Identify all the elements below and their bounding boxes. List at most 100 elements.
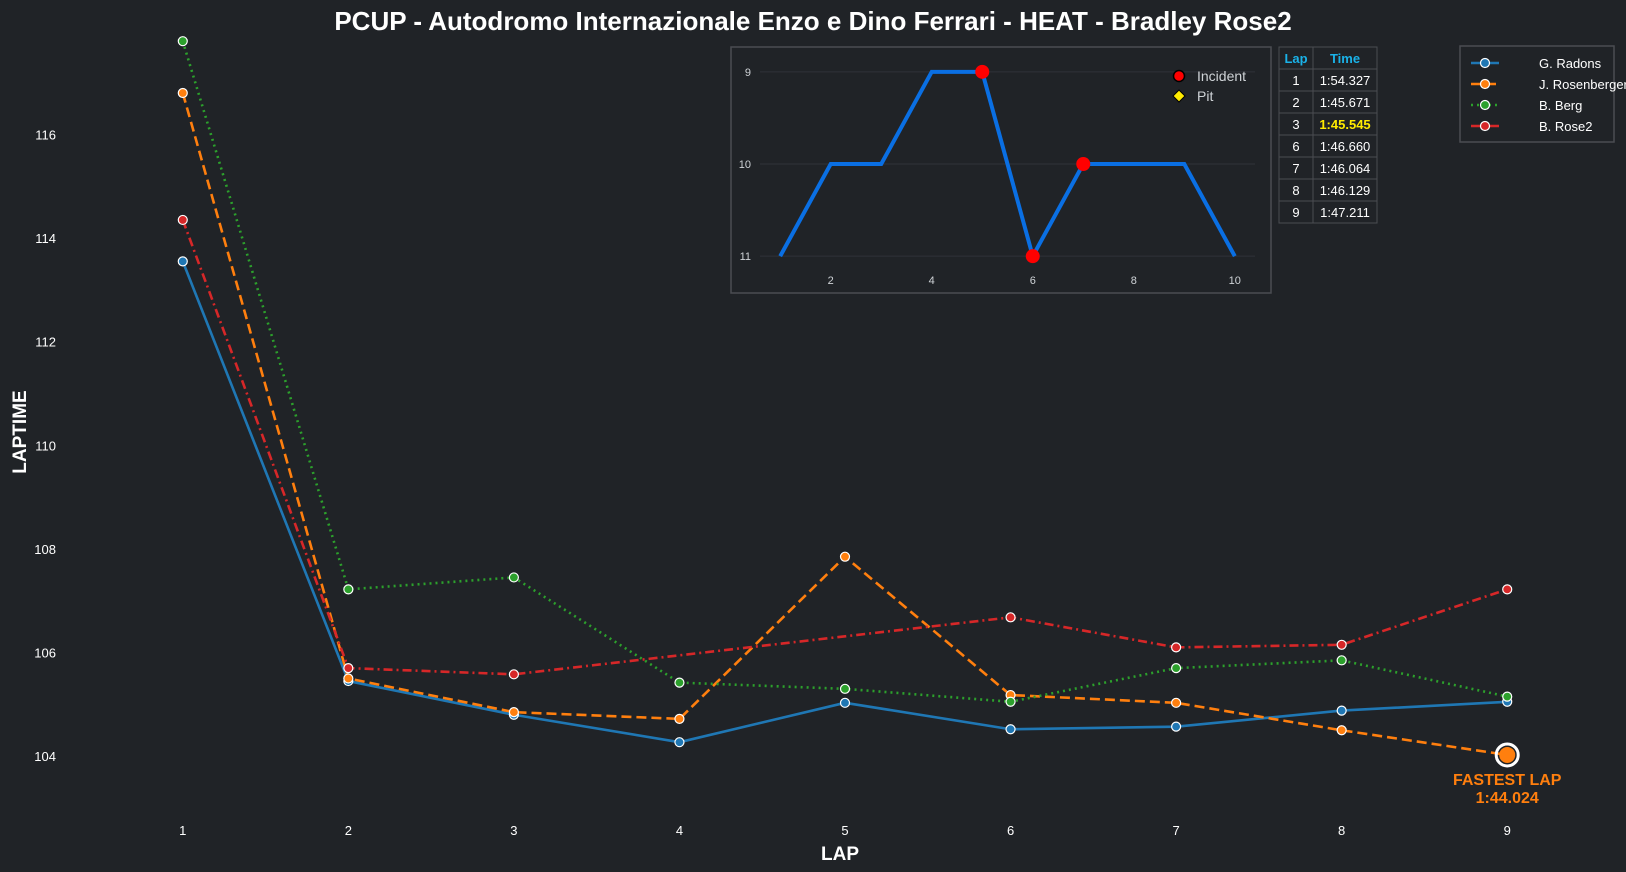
- data-point: [1336, 725, 1347, 736]
- x-tick-label: 1: [179, 823, 186, 838]
- fastest-lap-annotation: FASTEST LAP 1:44.024: [1453, 742, 1562, 807]
- data-point: [343, 663, 354, 674]
- main-series-group: [177, 36, 1513, 761]
- y-tick-label: 112: [35, 335, 56, 350]
- y-axis-label: LAPTIME: [10, 390, 31, 473]
- inset-y-tick-label: 11: [740, 251, 751, 263]
- y-tick-label: 108: [34, 542, 56, 557]
- pit-legend-label: Pit: [1197, 88, 1213, 104]
- data-point: [1502, 691, 1513, 702]
- lap-time-table: Lap Time 1 1:54.327 2 1:45.671 3 1:45.545 6 1:46.…: [1278, 46, 1378, 224]
- legend-item: B. Rose2: [1471, 119, 1592, 134]
- x-tick-label: 5: [841, 823, 848, 838]
- y-tick-label: 106: [34, 646, 56, 661]
- data-point: [1336, 705, 1347, 716]
- legend-marker: [1479, 120, 1491, 132]
- data-point: [177, 36, 188, 47]
- incident-marker: [1076, 157, 1091, 171]
- legend-item: B. Berg: [1471, 98, 1582, 113]
- data-point: [508, 572, 519, 583]
- legend-marker: [1479, 78, 1491, 90]
- table-cell-lap: 7: [1292, 161, 1299, 176]
- table-cell-bg: [1312, 200, 1378, 224]
- data-point: [343, 673, 354, 684]
- table-row: 2 1:45.671: [1278, 90, 1378, 114]
- data-point: [177, 256, 188, 267]
- table-row: 7 1:46.064: [1278, 156, 1378, 180]
- data-point: [839, 683, 851, 694]
- table-cell-time: 1:46.064: [1320, 161, 1371, 176]
- x-tick-label: 3: [510, 823, 517, 838]
- data-point: [839, 697, 851, 708]
- legend-item: J. Rosenberger: [1471, 77, 1626, 92]
- y-tick-label: 114: [35, 231, 56, 246]
- table-row: 8 1:46.129: [1278, 178, 1378, 202]
- data-point: [674, 713, 685, 724]
- main-legend: G. Radons J. Rosenberger B. Berg B. Rose2: [1459, 45, 1626, 143]
- data-point: [674, 737, 685, 748]
- inset-x-tick-label: 2: [828, 275, 834, 287]
- inset-series: [778, 64, 1237, 264]
- inset-y-tick-label: 10: [739, 159, 751, 171]
- incident-marker: [1025, 249, 1040, 264]
- data-point: [508, 707, 519, 718]
- data-point: [1005, 696, 1016, 707]
- data-point: [1336, 639, 1347, 650]
- inset-legend: Incident Pit: [1172, 68, 1246, 104]
- incident-legend-marker: [1172, 69, 1186, 83]
- y-tick-label: 116: [35, 127, 56, 142]
- data-point: [1171, 642, 1182, 653]
- inset-x-tick-label: 4: [929, 275, 935, 287]
- legend-marker: [1479, 57, 1491, 69]
- inset-frame: [730, 46, 1272, 294]
- table-header-lap: Lap: [1284, 51, 1307, 66]
- inset-position-chart: 9 10 11 2 4 6 8 10 Incident Pit: [730, 46, 1272, 294]
- table-cell-time: 1:54.327: [1320, 73, 1371, 88]
- fastest-lap-marker: [1499, 746, 1516, 763]
- data-point: [177, 87, 188, 99]
- x-tick-label: 2: [345, 823, 352, 838]
- fastest-lap-halo: [1494, 742, 1520, 768]
- data-point: [1171, 721, 1182, 732]
- data-point: [1502, 584, 1513, 595]
- legend-label: B. Rose2: [1539, 119, 1592, 134]
- table-cell-lap: 3: [1292, 117, 1299, 132]
- x-tick-label: 4: [676, 823, 683, 838]
- table-cell-time: 1:45.545: [1319, 117, 1370, 132]
- data-point: [1336, 655, 1347, 666]
- inset-x-tick-label: 8: [1131, 275, 1137, 287]
- data-point: [1005, 612, 1016, 623]
- x-tick-label: 9: [1504, 823, 1511, 838]
- data-point: [839, 551, 851, 562]
- data-point: [508, 669, 519, 680]
- table-cell-time: 1:45.671: [1320, 95, 1371, 110]
- series-b-rose2: [177, 214, 1513, 680]
- legend-label: G. Radons: [1539, 56, 1602, 71]
- pit-legend-marker: [1172, 89, 1186, 103]
- table-header-time: Time: [1330, 51, 1360, 66]
- inset-x-tick-label: 6: [1030, 275, 1036, 287]
- incident-marker: [975, 64, 990, 79]
- chart-title: PCUP - Autodromo Internazionale Enzo e D…: [334, 6, 1291, 36]
- data-point: [177, 214, 188, 226]
- data-point: [343, 584, 354, 595]
- series-b-berg: [177, 36, 1513, 707]
- table-cell-time: 1:46.660: [1320, 139, 1371, 154]
- x-tick-label: 6: [1007, 823, 1014, 838]
- table-row: 6 1:46.660: [1278, 134, 1378, 158]
- fastest-lap-time: 1:44.024: [1476, 790, 1539, 807]
- table-cell-time: 1:47.211: [1320, 205, 1370, 220]
- x-axis-label: LAP: [821, 844, 859, 865]
- legend-marker: [1479, 99, 1491, 111]
- table-row: 9 1:47.211: [1278, 200, 1378, 224]
- legend-label: J. Rosenberger: [1539, 77, 1626, 92]
- table-cell-lap: 1: [1292, 73, 1299, 88]
- legend-item: G. Radons: [1471, 56, 1602, 71]
- legend-label: B. Berg: [1539, 98, 1582, 113]
- table-cell-lap: 8: [1292, 183, 1299, 198]
- table-row: 1 1:54.327: [1278, 68, 1378, 92]
- table-cell-lap: 2: [1292, 95, 1299, 110]
- y-tick-label: 110: [35, 438, 56, 453]
